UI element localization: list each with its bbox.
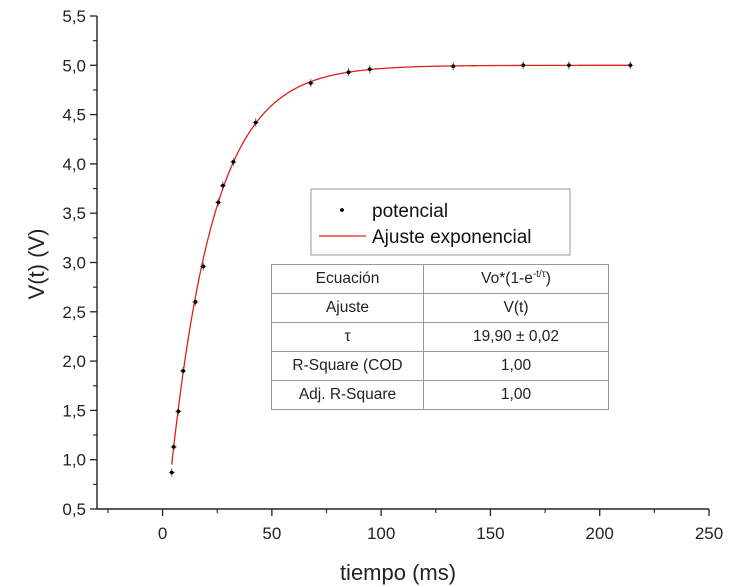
y-tick-label: 0,5	[62, 500, 86, 519]
table-row: R-Square (COD 1,00	[271, 351, 609, 381]
equation-close: )	[545, 270, 551, 288]
table-cell-value: 1,00	[423, 351, 609, 381]
data-point	[308, 81, 313, 85]
table-cell-label: R-Square (COD	[271, 351, 424, 381]
equation-text: Vo*(1-e	[481, 270, 533, 288]
data-point	[451, 64, 456, 69]
x-tick-label: 250	[695, 524, 723, 543]
legend-point-marker	[340, 208, 344, 212]
data-point	[231, 160, 236, 164]
x-tick-label: 150	[476, 524, 504, 543]
table-cell-value: V(t)	[423, 293, 609, 323]
table-cell-label: Ajuste	[271, 293, 424, 323]
data-point	[193, 300, 198, 304]
y-tick-label: 1,0	[62, 451, 86, 470]
data-point	[181, 369, 186, 373]
data-point	[628, 63, 633, 68]
y-tick-label: 2,5	[62, 303, 86, 322]
data-point	[220, 183, 225, 188]
data-point	[176, 409, 181, 414]
data-point	[521, 63, 526, 68]
table-cell-value: 19,90 ± 0,02	[423, 322, 609, 352]
y-axis-title: V(t) (V)	[24, 229, 49, 300]
legend-label-ajuste: Ajuste exponencial	[372, 227, 532, 248]
table-row: Ecuación Vo*(1-e-t/τ)	[271, 264, 609, 294]
x-axis-title: tiempo (ms)	[340, 560, 456, 585]
y-tick-label: 5,0	[62, 56, 86, 75]
y-tick-label: 5,5	[62, 7, 86, 26]
x-tick-label: 50	[262, 524, 281, 543]
data-point	[566, 63, 571, 68]
table-row: τ 19,90 ± 0,02	[271, 322, 609, 352]
table-cell-label: Adj. R-Square	[271, 380, 424, 410]
legend-label-potencial: potencial	[372, 201, 448, 222]
table-cell-value: 1,00	[423, 380, 609, 410]
x-tick-label: 100	[367, 524, 395, 543]
data-point	[367, 67, 372, 72]
points-layer	[168, 61, 634, 477]
table-cell-label: Ecuación	[271, 264, 424, 294]
y-tick-label: 1,5	[62, 401, 86, 420]
table-row: Adj. R-Square 1,00	[271, 380, 609, 410]
y-tick-label: 4,5	[62, 106, 86, 125]
y-tick-label: 2,0	[62, 352, 86, 371]
x-tick-label: 0	[158, 524, 167, 543]
axes	[96, 16, 709, 510]
data-point	[171, 444, 176, 449]
data-point	[169, 470, 174, 475]
legend: potencial Ajuste exponencial	[310, 188, 571, 256]
y-tick-label: 3,0	[62, 254, 86, 273]
data-point	[201, 264, 206, 269]
ticks-layer: 0,5 1,0 1,5 2,0 2,5 3,0 3,5 4,0 4,5 5,0 5,5 0 50 100 1…	[62, 7, 723, 543]
data-point	[216, 200, 221, 205]
data-point	[253, 120, 258, 125]
legend-box	[310, 188, 571, 256]
fit-results-table: Ecuación Vo*(1-e-t/τ) Ajuste V(t) τ 19,9…	[271, 264, 609, 410]
table-row: Ajuste V(t)	[271, 293, 609, 323]
table-cell-label: τ	[271, 322, 424, 352]
y-tick-label: 4,0	[62, 155, 86, 174]
data-point	[346, 70, 351, 75]
y-tick-label: 3,5	[62, 204, 86, 223]
fit-curve	[171, 64, 630, 465]
table-cell-value: Vo*(1-e-t/τ)	[423, 264, 609, 294]
fit-line-layer	[171, 64, 630, 465]
equation-exponent: -t/τ	[532, 269, 546, 281]
x-tick-label: 200	[586, 524, 614, 543]
